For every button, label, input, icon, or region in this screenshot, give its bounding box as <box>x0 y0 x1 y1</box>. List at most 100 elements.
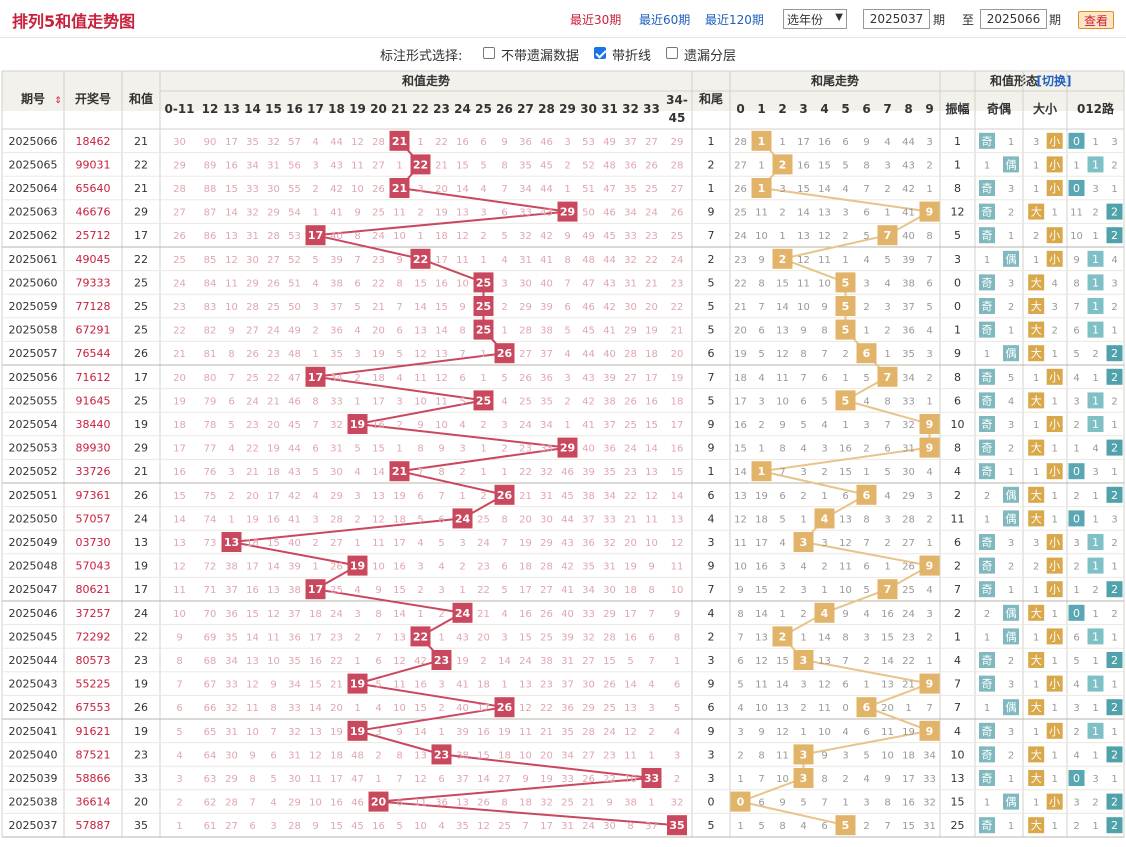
bigsmall-omission: 1 <box>1051 396 1057 407</box>
sum-omission: 9 <box>228 326 234 337</box>
tail-omission: 3 <box>842 208 848 219</box>
tail-cell: 9 <box>708 442 715 455</box>
route-omission: 1 <box>1092 609 1098 620</box>
tail-omission: 14 <box>797 208 810 219</box>
sum-omission: 10 <box>393 231 406 242</box>
sum-col-header-9: 20 <box>370 102 387 116</box>
tail-ball <box>793 768 814 788</box>
period-cell: 2025057 <box>9 347 58 360</box>
number-cell: 65640 <box>76 182 111 195</box>
sum-omission: 5 <box>354 444 360 455</box>
sum-omission: 22 <box>246 444 259 455</box>
number-cell: 49045 <box>76 253 111 266</box>
tail-omission: 20 <box>881 703 894 714</box>
tail-omission: 3 <box>863 798 869 809</box>
tail-ball-value: 0 <box>737 796 745 809</box>
sum-ball <box>410 154 431 175</box>
sum-omission: 17 <box>309 632 322 643</box>
sum-omission: 32 <box>267 137 280 148</box>
option-omission-layer-label[interactable]: 遗漏分层 <box>684 49 737 64</box>
sum-omission: 19 <box>393 491 406 502</box>
from-period-input[interactable]: 2025037 <box>863 9 930 29</box>
tail-omission: 6 <box>842 491 848 502</box>
checkbox-no-omission[interactable] <box>483 47 495 59</box>
amp-cell: 4 <box>954 654 961 667</box>
link-recent-120[interactable]: 最近120期 <box>705 13 764 27</box>
tail-omission: 2 <box>884 326 890 337</box>
sum-cell: 24 <box>134 512 148 525</box>
sum-cell: 17 <box>134 229 148 242</box>
route-omission: 1 <box>1092 491 1098 502</box>
sum-omission: 43 <box>288 467 301 478</box>
sum-omission: 29 <box>173 160 186 171</box>
view-button[interactable]: 查看 <box>1078 11 1114 29</box>
sum-cell: 26 <box>134 701 148 714</box>
sum-ball-value: 29 <box>560 442 575 455</box>
tail-omission: 44 <box>902 137 915 148</box>
tail-omission: 27 <box>734 160 747 171</box>
to-period-input[interactable]: 2025066 <box>980 9 1047 29</box>
sum-omission: 40 <box>603 349 616 360</box>
sum-omission: 4 <box>375 703 381 714</box>
sum-omission: 30 <box>624 302 637 313</box>
bigsmall-mark-label: 小 <box>1049 253 1060 266</box>
bigsmall-mark-label: 大 <box>1031 299 1042 313</box>
bigsmall-omission: 1 <box>1033 373 1039 384</box>
tail-omission: 34 <box>923 750 936 761</box>
tail-ball-value: 9 <box>926 560 934 573</box>
option-no-omission-label[interactable]: 不带遗漏数据 <box>501 49 580 64</box>
label-to: 至 <box>962 13 975 27</box>
sum-omission: 10 <box>645 538 658 549</box>
tail-omission: 12 <box>776 727 789 738</box>
oddeven-omission: 3 <box>1008 727 1014 738</box>
sum-omission: 8 <box>674 632 680 643</box>
oddeven-mark-label: 奇 <box>982 394 993 407</box>
sum-omission: 21 <box>582 798 595 809</box>
bigsmall-mark <box>1028 298 1045 314</box>
sum-omission: 1 <box>564 420 570 431</box>
sum-cell: 21 <box>134 465 148 478</box>
sum-omission: 33 <box>330 396 343 407</box>
oddeven-mark-label: 奇 <box>982 772 993 785</box>
sum-omission: 21 <box>435 160 448 171</box>
checkbox-polyline[interactable] <box>594 47 606 59</box>
bigsmall-mark <box>1046 250 1063 267</box>
sum-omission: 43 <box>561 538 574 549</box>
tail-omission: 26 <box>902 562 915 573</box>
sum-omission: 28 <box>372 137 385 148</box>
tail-omission: 4 <box>863 609 869 620</box>
link-recent-30[interactable]: 最近30期 <box>570 13 622 27</box>
sum-omission: 4 <box>354 585 360 596</box>
sum-omission: 52 <box>582 160 595 171</box>
route-omission: 3 <box>1073 703 1079 714</box>
option-polyline-label[interactable]: 带折线 <box>612 49 652 64</box>
sum-omission: 27 <box>582 750 595 761</box>
switch-link[interactable]: [切换] <box>1037 73 1072 88</box>
sum-omission: 25 <box>498 821 511 832</box>
tail-cell: 3 <box>708 772 715 785</box>
year-select[interactable]: 选年份 ▼ <box>783 9 847 29</box>
sum-omission: 17 <box>330 774 343 785</box>
link-recent-60[interactable]: 最近60期 <box>639 13 691 27</box>
sum-omission: 45 <box>351 821 364 832</box>
tail-ball <box>919 720 940 741</box>
oddeven-omission: 1 <box>1008 585 1014 596</box>
sum-omission: 35 <box>288 656 301 667</box>
checkbox-omission-layer[interactable] <box>666 47 678 59</box>
sum-omission: 32 <box>246 208 259 219</box>
amp-cell: 7 <box>954 701 961 714</box>
sum-omission: 7 <box>270 727 276 738</box>
bigsmall-omission: 1 <box>1033 632 1039 643</box>
display-options: 标注形式选择: 不带遗漏数据 带折线 遗漏分层 <box>0 42 1126 66</box>
sum-omission: 53 <box>288 231 301 242</box>
bigsmall-omission: 1 <box>1051 821 1057 832</box>
tail-omission: 15 <box>755 585 768 596</box>
tail-omission: 6 <box>800 396 806 407</box>
tail-omission: 15 <box>839 467 852 478</box>
number-cell: 72292 <box>76 630 111 643</box>
sum-omission: 36 <box>540 373 553 384</box>
amp-cell: 1 <box>954 630 961 643</box>
route-omission: 10 <box>1070 231 1083 242</box>
sum-omission: 31 <box>519 255 532 266</box>
oddeven-mark-label: 偶 <box>1006 701 1017 714</box>
